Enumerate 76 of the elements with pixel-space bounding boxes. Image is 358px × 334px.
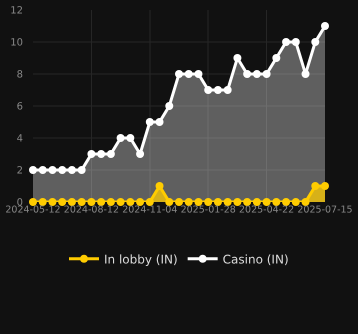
point <box>204 86 212 94</box>
y-tick-label: 2 <box>16 166 23 176</box>
point <box>302 70 310 78</box>
point <box>68 198 76 206</box>
point <box>38 198 47 206</box>
point <box>214 198 222 206</box>
point <box>311 182 320 190</box>
point <box>106 198 115 206</box>
point <box>184 198 193 206</box>
point <box>87 150 96 158</box>
point <box>48 198 56 206</box>
point <box>126 134 134 142</box>
point <box>48 166 56 174</box>
point <box>252 70 261 78</box>
point <box>136 198 144 206</box>
point <box>58 198 66 206</box>
point <box>156 118 164 126</box>
point <box>175 70 183 78</box>
legend-label: In lobby (IN) <box>104 252 178 266</box>
x-tick-label: 2024-11-04 <box>122 204 178 216</box>
point <box>97 198 106 206</box>
point <box>272 54 280 62</box>
point <box>136 150 144 158</box>
point <box>165 102 174 110</box>
point <box>58 166 66 174</box>
point <box>78 198 86 206</box>
point <box>302 198 310 206</box>
y-tick-label: 8 <box>16 70 23 80</box>
point <box>106 150 115 158</box>
y-tick-label: 4 <box>16 134 23 144</box>
point <box>116 134 125 142</box>
point <box>146 198 154 206</box>
point <box>214 86 222 94</box>
point <box>233 198 242 206</box>
point <box>243 198 252 206</box>
point <box>311 38 320 46</box>
point <box>262 198 271 206</box>
point <box>68 166 76 174</box>
point <box>233 54 242 62</box>
point <box>292 38 300 46</box>
point <box>224 198 232 206</box>
point <box>194 70 202 78</box>
point <box>321 22 329 30</box>
point <box>126 198 134 206</box>
point <box>282 38 290 46</box>
point <box>252 198 261 206</box>
point <box>29 198 37 206</box>
point <box>243 70 252 78</box>
x-tick-label: 2025-07-15 <box>297 204 353 216</box>
y-tick-label: 12 <box>10 6 23 16</box>
x-tick-label: 2024-08-12 <box>64 204 120 216</box>
point <box>321 182 329 190</box>
point <box>262 70 271 78</box>
point <box>97 150 106 158</box>
point <box>224 86 232 94</box>
point <box>165 198 174 206</box>
point <box>175 198 183 206</box>
point <box>204 198 212 206</box>
point <box>292 198 300 206</box>
point <box>116 198 125 206</box>
point <box>184 70 193 78</box>
x-tick-label: 2025-04-22 <box>238 204 294 216</box>
y-tick-label: 10 <box>10 38 23 48</box>
point <box>282 198 290 206</box>
point <box>194 198 202 206</box>
point <box>29 166 37 174</box>
point <box>156 182 164 190</box>
point <box>87 198 96 206</box>
point <box>146 118 154 126</box>
x-tick-label: 2025-01-28 <box>180 204 236 216</box>
point <box>272 198 280 206</box>
legend-label: Casino (IN) <box>222 252 289 266</box>
point <box>38 166 47 174</box>
y-tick-label: 6 <box>16 102 23 112</box>
point <box>78 166 86 174</box>
x-tick-label: 2024-05-12 <box>5 204 61 216</box>
